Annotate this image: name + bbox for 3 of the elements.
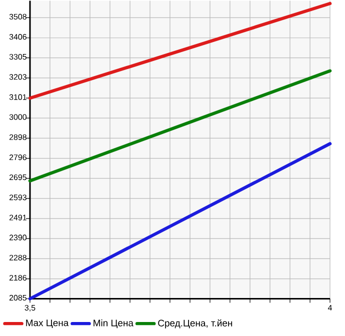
legend-label: Сред.Цена, т.йен [158, 319, 232, 328]
legend-label: Max Цена [26, 320, 69, 328]
legend-label: Min Цена [94, 320, 134, 328]
